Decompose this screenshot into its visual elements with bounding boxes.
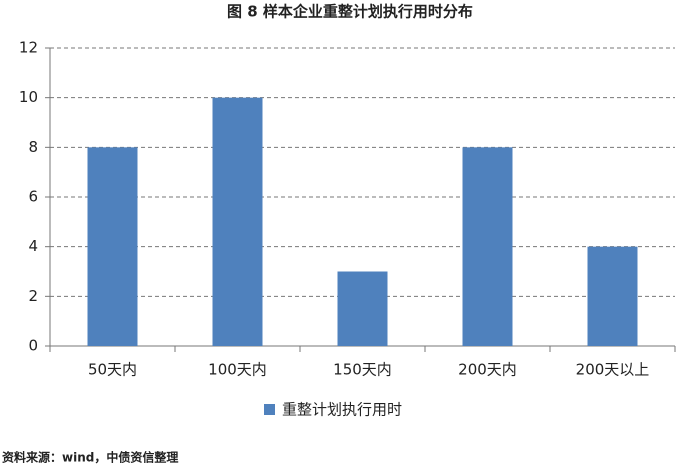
y-tick-label: 2 [28,287,38,305]
bar [87,147,138,346]
legend-swatch [264,404,275,415]
y-tick-label: 4 [28,237,38,255]
legend-label: 重整计划执行用时 [282,401,402,419]
y-tick-label: 12 [19,39,38,57]
y-tick-label: 0 [28,337,38,355]
bar [587,246,638,346]
x-tick-label: 200天内 [458,361,517,379]
chart-title: 图 8 样本企业重整计划执行用时分布 [227,3,473,21]
x-tick-label: 100天内 [208,361,267,379]
bar [337,271,388,346]
bar [462,147,513,346]
x-tick-label: 200天以上 [576,361,650,379]
x-tick-label: 50天内 [88,361,137,379]
bar [212,97,263,347]
y-tick-label: 10 [19,88,38,106]
y-tick-label: 8 [28,138,38,156]
source-note: 资料来源：wind，中债资信整理 [2,450,178,465]
y-tick-label: 6 [28,188,38,206]
x-tick-label: 150天内 [333,361,392,379]
